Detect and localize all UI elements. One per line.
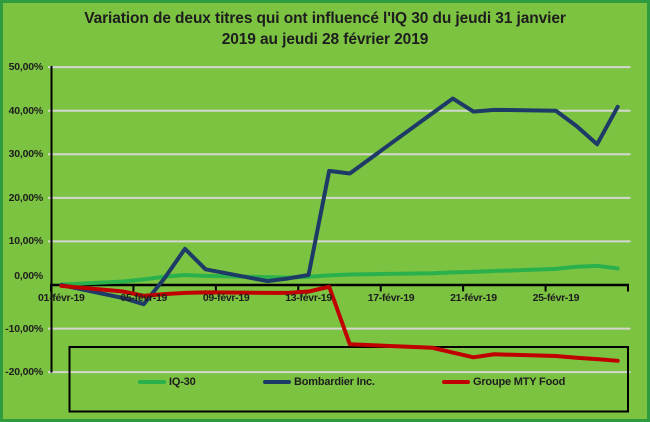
series-line-groupe-mty-food[interactable] bbox=[59, 283, 620, 363]
x-axis-label: 17-févr-19 bbox=[367, 292, 415, 304]
legend-label: Bombardier Inc. bbox=[294, 375, 375, 388]
x-axis-label: 21-févr-19 bbox=[450, 292, 497, 304]
legend-label: IQ-30 bbox=[169, 375, 196, 388]
legend-item-bombardier-inc[interactable]: Bombardier Inc. bbox=[263, 374, 375, 389]
y-axis-label: 20,00% bbox=[8, 191, 44, 204]
y-axis-label: 50,00% bbox=[8, 61, 44, 74]
legend-swatch-icon bbox=[263, 379, 291, 384]
series-line-bombardier-inc[interactable] bbox=[59, 96, 620, 307]
series-line-iq-30[interactable] bbox=[59, 263, 620, 287]
x-axis-label: 25-févr-19 bbox=[532, 292, 580, 304]
y-axis-label: 10,00% bbox=[8, 235, 44, 248]
y-axis-label: -10,00% bbox=[5, 322, 43, 335]
chart-title-line2: 2019 au jeudi 28 février 2019 bbox=[221, 31, 429, 48]
x-axis-label: 09-févr-19 bbox=[202, 292, 250, 304]
legend-swatch-icon bbox=[138, 379, 166, 384]
y-axis-label: 40,00% bbox=[8, 104, 44, 117]
legend-item-groupe-mty-food[interactable]: Groupe MTY Food bbox=[442, 374, 565, 389]
legend-frame bbox=[68, 346, 629, 413]
y-axis-label: 30,00% bbox=[8, 148, 44, 161]
chart-title-line1: Variation de deux titres qui ont influen… bbox=[84, 10, 566, 27]
x-axis-label: 13-févr-19 bbox=[285, 292, 332, 304]
legend-item-iq-30[interactable]: IQ-30 bbox=[138, 374, 196, 389]
chart-title: Variation de deux titres qui ont influen… bbox=[0, 8, 650, 50]
y-axis-label: 0,00% bbox=[14, 270, 43, 282]
legend-label: Groupe MTY Food bbox=[473, 375, 566, 388]
x-axis-label: 05-févr-19 bbox=[120, 292, 168, 304]
x-axis-label: 01-févr-19 bbox=[37, 292, 85, 304]
y-axis-label: -20,00% bbox=[5, 366, 43, 379]
legend-swatch-icon bbox=[442, 379, 470, 384]
